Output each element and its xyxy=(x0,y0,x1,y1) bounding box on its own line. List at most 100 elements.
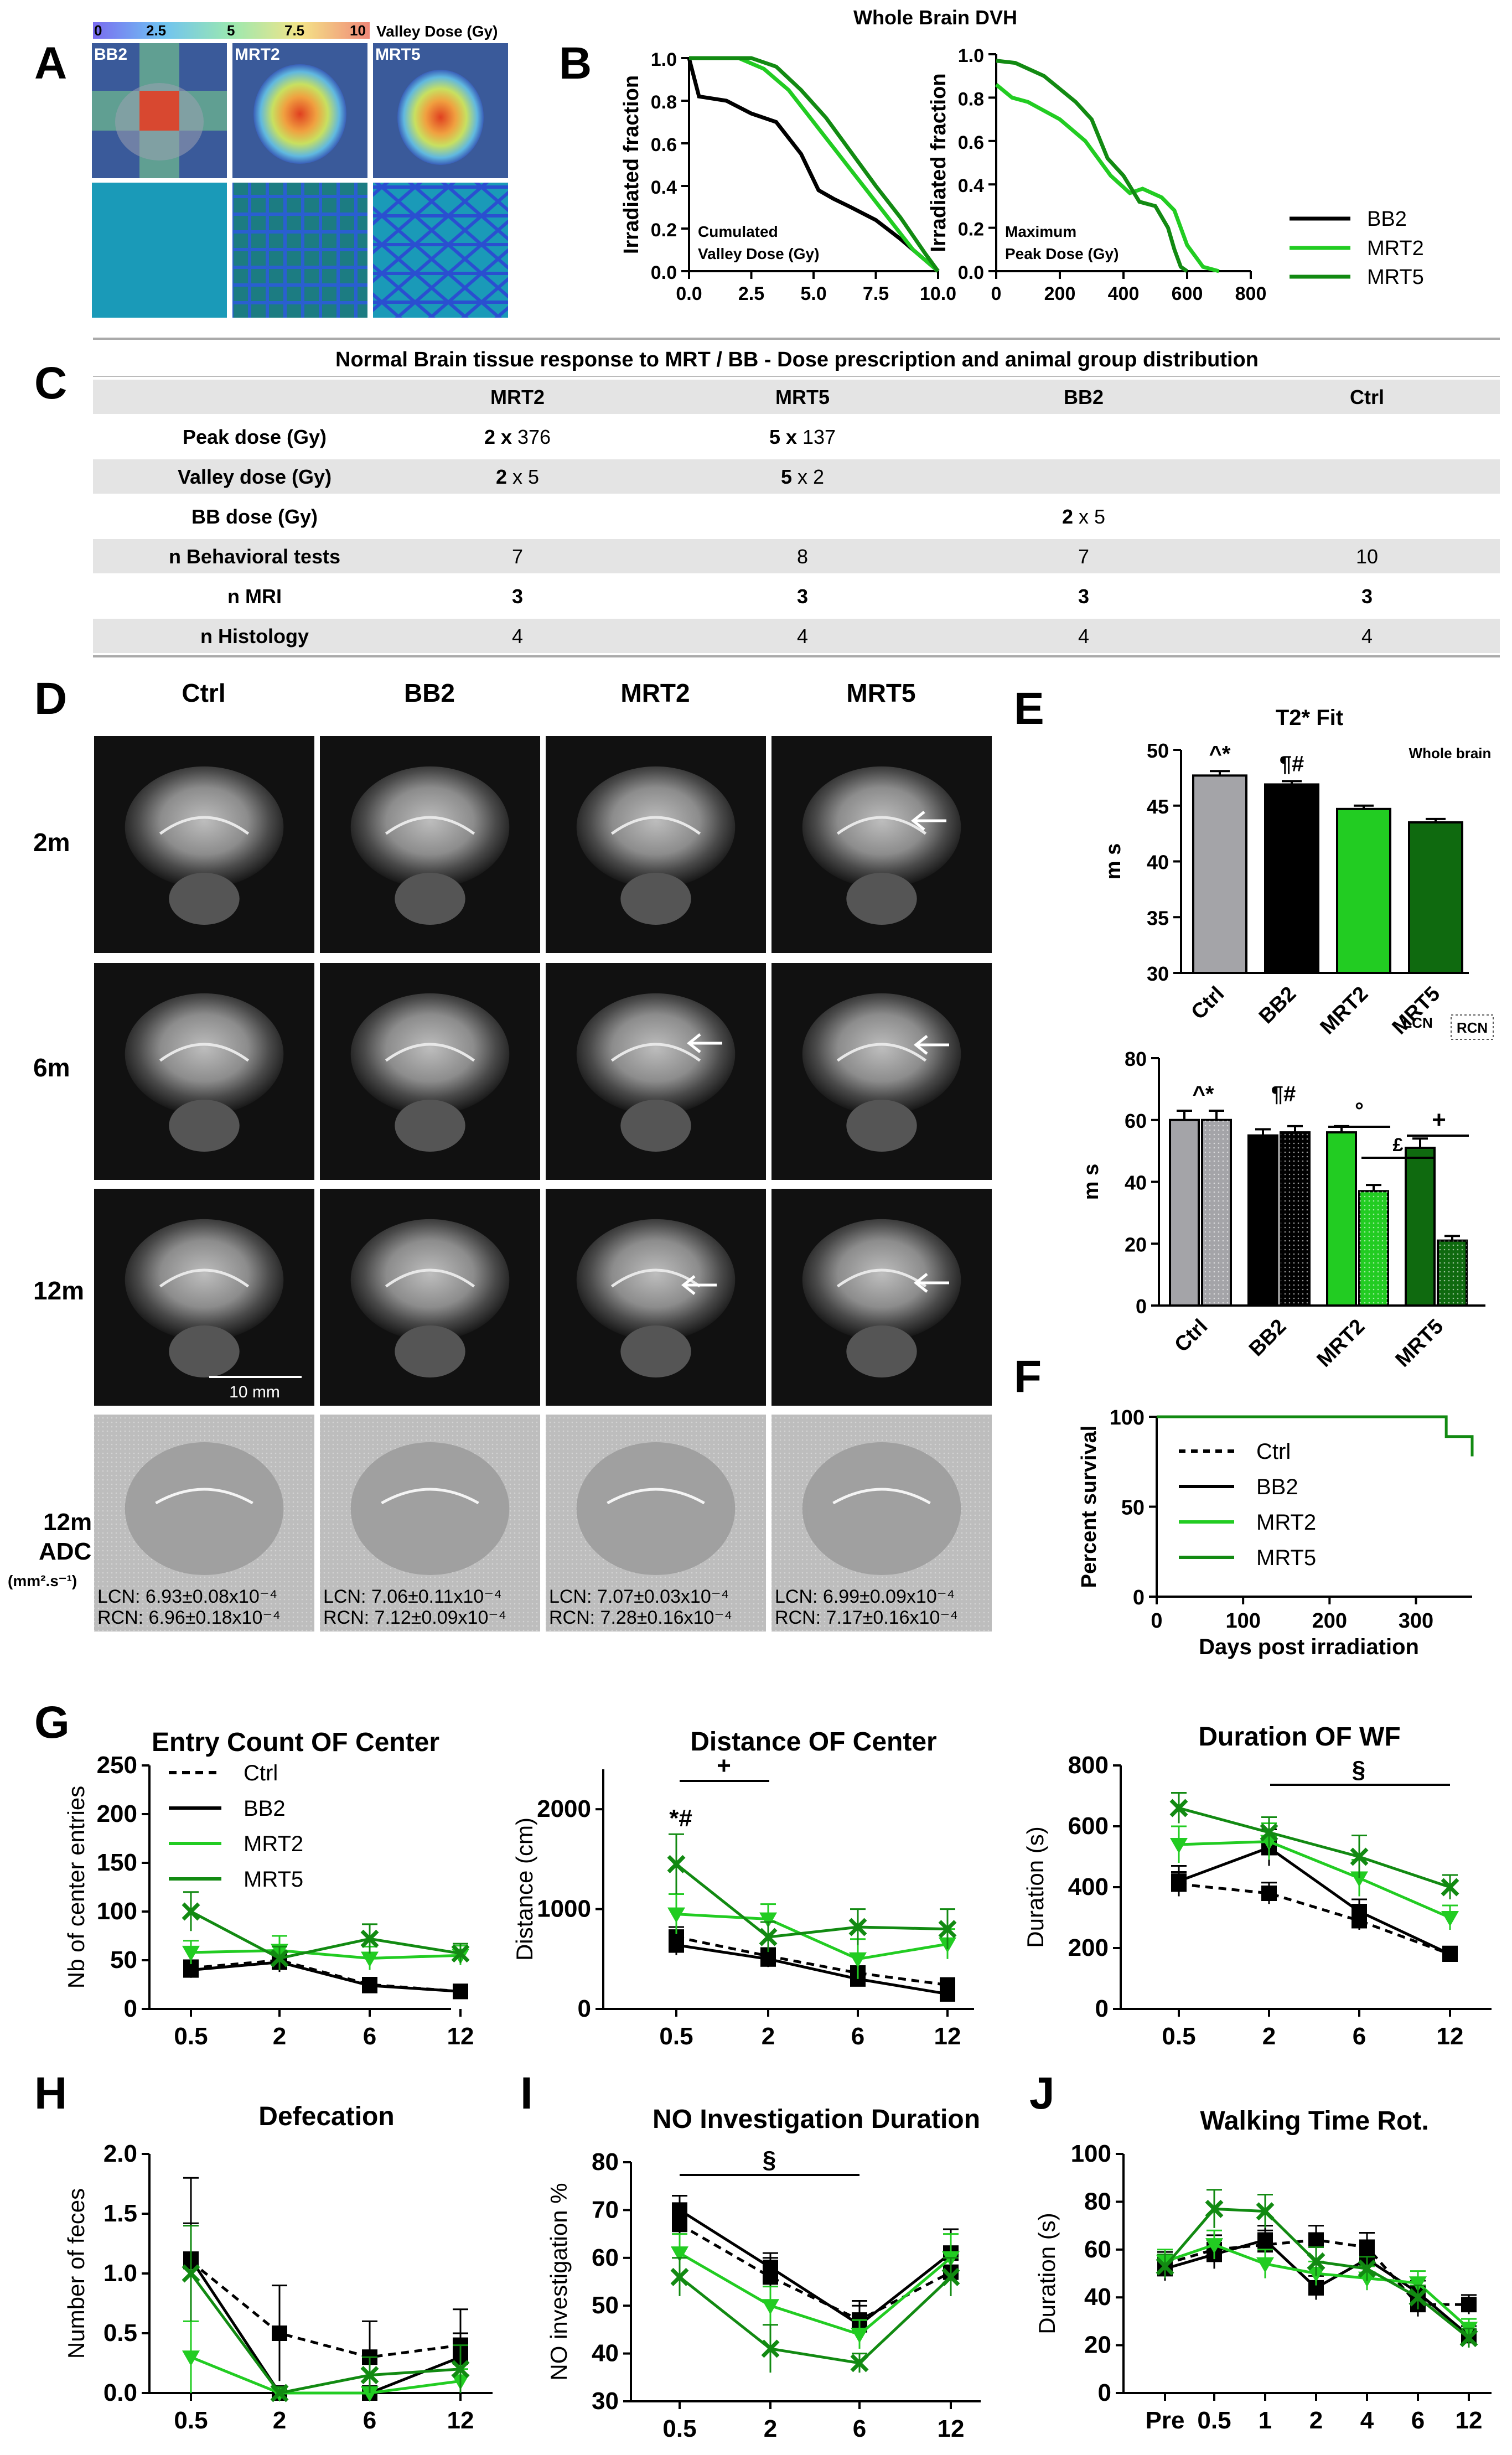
y-tick-label: 0.0 xyxy=(103,2379,137,2406)
data-point xyxy=(451,2360,470,2379)
legend-rcn: RCN xyxy=(1457,1019,1488,1036)
table-cell: 4 xyxy=(1078,625,1089,648)
x-tick-label: Ctrl xyxy=(1187,982,1229,1024)
panel-letter-a: A xyxy=(34,38,67,89)
x-tick-label: 5.0 xyxy=(800,283,826,304)
chart-title: Entry Count OF Center xyxy=(152,1728,439,1757)
data-point xyxy=(270,1949,289,1967)
table-row-label: Peak dose (Gy) xyxy=(183,426,327,448)
data-point xyxy=(760,1951,776,1967)
adc-rcn-value: RCN: 6.96±0.18x10⁻⁴ xyxy=(97,1607,281,1628)
y-tick-label: 0 xyxy=(1136,1295,1147,1318)
chart-title: Walking Time Rot. xyxy=(1200,2106,1428,2136)
x-tick-label: 2 xyxy=(273,2407,286,2434)
series-line-mrt5 xyxy=(996,59,1188,273)
legend-lcn: LCN xyxy=(1403,1014,1432,1031)
table-cell: 4 xyxy=(512,625,523,648)
bar xyxy=(1192,774,1247,974)
data-point xyxy=(361,1951,379,1967)
data-point xyxy=(670,2267,689,2286)
table-cell: 3 xyxy=(1361,585,1373,608)
significance-mark: ¶# xyxy=(1280,752,1304,776)
legend-label: MRT2 xyxy=(1256,1510,1316,1535)
lesion-arrow-icon xyxy=(910,811,946,831)
y-tick-label: 40 xyxy=(592,2340,619,2367)
significance-mark: + xyxy=(717,1752,731,1779)
y-tick-label: 0.2 xyxy=(651,220,677,241)
x-tick-label: 2 xyxy=(1309,2407,1323,2434)
significance-mark: § xyxy=(763,2146,776,2173)
colorbar xyxy=(93,22,370,39)
data-point xyxy=(851,2328,868,2344)
data-point xyxy=(1352,1904,1367,1919)
table-cell: 4 xyxy=(1361,625,1373,648)
legend-label: Ctrl xyxy=(244,1761,278,1785)
t2-fit-whole-brain-chart: 30 35 40 45 50 m s T2* Fit Whole brain Ctrl ^* BB2… xyxy=(1102,706,1491,1039)
y-axis-label: m s xyxy=(1102,843,1125,879)
adc-rcn-value: RCN: 7.12±0.09x10⁻⁴ xyxy=(323,1607,506,1628)
x-tick-label: 2.5 xyxy=(738,283,764,304)
x-tick-label: 0.0 xyxy=(676,283,702,304)
note: Valley Dose (Gy) xyxy=(698,245,819,262)
y-axis-label: m s xyxy=(1080,1164,1103,1200)
x-tick-label: 6 xyxy=(363,2023,376,2050)
x-tick-label: BB2 xyxy=(1245,1315,1291,1361)
x-tick-label: 200 xyxy=(1044,283,1076,304)
data-point xyxy=(762,2299,779,2315)
row-label-6m: 6m xyxy=(33,1053,70,1082)
series-line-mrt2 xyxy=(689,56,940,273)
colorbar-tick: 5 xyxy=(227,22,235,39)
bar xyxy=(1408,821,1463,974)
data-point xyxy=(182,2350,200,2366)
series-line-bb2 xyxy=(679,2209,952,2327)
y-axis-label: Percent survival xyxy=(1078,1426,1101,1588)
series-line-bb2 xyxy=(676,1944,948,1996)
x-tick-label: 12 xyxy=(447,2023,474,2050)
table-cell: 3 xyxy=(797,585,808,608)
data-point xyxy=(848,1918,867,1936)
table-cell: 4 xyxy=(797,625,808,648)
table-row-label: n MRI xyxy=(227,585,282,608)
series-line-mrt2 xyxy=(676,1913,948,1961)
adc-lcn-value: LCN: 7.06±0.11x10⁻⁴ xyxy=(323,1586,502,1607)
table-cell: 2 x 5 xyxy=(1062,505,1105,528)
x-tick-label: 6 xyxy=(1411,2407,1425,2434)
y-tick-label: 200 xyxy=(97,1800,137,1827)
y-tick-label: 1.5 xyxy=(103,2200,137,2227)
y-tick-label: 80 xyxy=(1125,1048,1147,1070)
y-axis-label: Distance (cm) xyxy=(511,1817,537,1961)
x-tick-label: 0 xyxy=(1151,1609,1162,1633)
data-point xyxy=(1256,2202,1275,2221)
y-tick-label: 40 xyxy=(1084,2283,1111,2311)
table-cell: 7 xyxy=(512,545,523,568)
data-point xyxy=(182,1902,200,1921)
series-line-mrt5 xyxy=(1157,1415,1474,1457)
adc-row-label-2: ADC xyxy=(39,1538,91,1565)
lesion-arrow-icon xyxy=(686,1033,722,1053)
x-tick-label: 0.5 xyxy=(174,2023,208,2050)
y-axis-label: Duration (s) xyxy=(1022,1826,1048,1948)
y-tick-label: 20 xyxy=(1125,1233,1147,1256)
data-point xyxy=(667,1907,685,1923)
x-tick-label: BB2 xyxy=(1255,982,1301,1028)
y-tick-label: 0.4 xyxy=(651,177,677,198)
data-point xyxy=(1256,2257,1274,2273)
series-line-mrt5 xyxy=(190,1910,461,1960)
y-tick-label: 150 xyxy=(97,1849,137,1876)
data-point xyxy=(1350,1847,1369,1866)
y-tick-label: 60 xyxy=(1084,2236,1111,2263)
series-line-mrt2 xyxy=(1178,1840,1451,1919)
y-axis-label: NO investigation % xyxy=(546,2183,572,2380)
scale-bar-label: 10 mm xyxy=(229,1383,280,1401)
y-tick-label: 1.0 xyxy=(651,49,677,70)
x-tick-label: 0 xyxy=(991,283,1002,304)
data-point xyxy=(270,2384,289,2402)
data-point xyxy=(1442,1946,1458,1962)
data-point xyxy=(938,1920,957,1939)
legend-mrt2: MRT2 xyxy=(1367,237,1424,260)
data-point xyxy=(671,2246,688,2262)
y-tick-label: 0.5 xyxy=(103,2319,137,2347)
panel-b-legend: BB2 MRT2 MRT5 xyxy=(1290,208,1424,289)
y-tick-label: 35 xyxy=(1147,907,1169,929)
